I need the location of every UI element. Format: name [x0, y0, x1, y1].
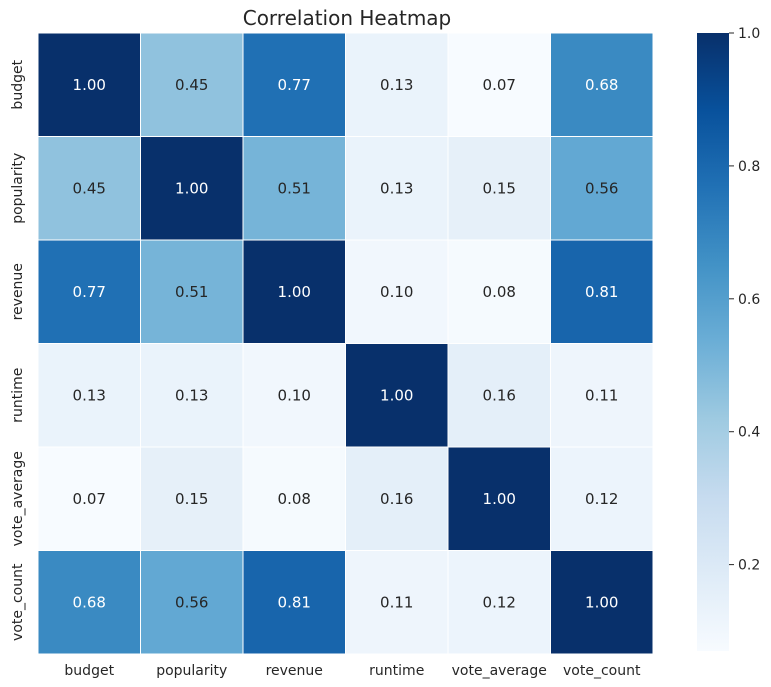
colorbar-tick-label: 0.4 — [738, 425, 760, 441]
cell-value-label: 1.00 — [175, 179, 208, 197]
heatmap-cell — [550, 32, 654, 137]
heatmap-cells — [37, 32, 654, 655]
x-axis-tick-labels: budget popularity revenue runtime vote_avera… — [64, 663, 641, 679]
heatmap-cell — [242, 446, 346, 551]
heatmap-cell — [447, 550, 551, 655]
cell-value-label: 0.07 — [73, 490, 106, 508]
heatmap-cell — [140, 136, 244, 241]
x-tick-label: budget — [64, 663, 114, 679]
chart-title: Correlation Heatmap — [243, 6, 452, 30]
heatmap-cell — [242, 32, 346, 137]
cell-value-label: 0.68 — [585, 76, 618, 94]
cell-value-label: 0.77 — [278, 76, 311, 94]
heatmap-cell — [550, 136, 654, 241]
heatmap-annotations: 1.00 0.45 0.77 0.13 0.07 0.68 0.45 1.00 0.51 0.13… — [73, 76, 619, 612]
cell-value-label: 0.77 — [73, 283, 106, 301]
cell-value-label: 0.56 — [585, 179, 618, 197]
heatmap-cell — [140, 239, 244, 344]
cell-value-label: 1.00 — [585, 593, 618, 611]
cell-value-label: 0.45 — [175, 76, 208, 94]
heatmap-cell — [37, 550, 141, 655]
heatmap-cell — [345, 343, 449, 448]
colorbar-tick-label: 0.6 — [738, 292, 760, 308]
heatmap-cell — [447, 239, 551, 344]
heatmap-cell — [345, 136, 449, 241]
x-tick-label: runtime — [369, 663, 424, 679]
heatmap-cell — [37, 32, 141, 137]
heatmap-cell — [345, 550, 449, 655]
cell-value-label: 0.08 — [483, 283, 516, 301]
heatmap-cell — [242, 343, 346, 448]
colorbar: 0.2 0.4 0.6 0.8 1.0 — [697, 26, 760, 651]
heatmap-cell — [37, 239, 141, 344]
heatmap-cell — [242, 239, 346, 344]
x-tick-label: revenue — [266, 663, 323, 679]
heatmap-cell — [37, 343, 141, 448]
heatmap-cell — [550, 550, 654, 655]
y-tick-label: runtime — [10, 368, 26, 423]
cell-value-label: 0.11 — [380, 593, 413, 611]
heatmap-cell — [345, 446, 449, 551]
cell-value-label: 1.00 — [278, 283, 311, 301]
cell-value-label: 0.16 — [380, 490, 413, 508]
heatmap-cell — [550, 239, 654, 344]
cell-value-label: 0.13 — [380, 179, 413, 197]
y-tick-label: vote_average — [10, 451, 26, 546]
heatmap-cell — [345, 239, 449, 344]
cell-value-label: 0.81 — [585, 283, 618, 301]
cell-value-label: 0.11 — [585, 386, 618, 404]
heatmap-cell — [550, 446, 654, 551]
colorbar-gradient — [697, 33, 729, 651]
cell-value-label: 0.12 — [483, 593, 516, 611]
cell-value-label: 0.13 — [175, 386, 208, 404]
x-tick-label: popularity — [156, 663, 227, 679]
heatmap-cell — [447, 32, 551, 137]
cell-value-label: 0.07 — [483, 76, 516, 94]
x-tick-label: vote_average — [452, 663, 547, 679]
cell-value-label: 0.45 — [73, 179, 106, 197]
heatmap-cell — [447, 343, 551, 448]
cell-value-label: 0.10 — [278, 386, 311, 404]
cell-value-label: 0.51 — [175, 283, 208, 301]
cell-value-label: 1.00 — [483, 490, 516, 508]
cell-value-label: 0.56 — [175, 593, 208, 611]
cell-value-label: 0.12 — [585, 490, 618, 508]
cell-value-label: 0.13 — [73, 386, 106, 404]
cell-value-label: 0.16 — [483, 386, 516, 404]
cell-value-label: 0.81 — [278, 593, 311, 611]
heatmap-cell — [140, 32, 244, 137]
heatmap-cell — [345, 32, 449, 137]
cell-value-label: 0.15 — [483, 179, 516, 197]
heatmap-cell — [447, 446, 551, 551]
x-tick-label: vote_count — [563, 663, 641, 679]
cell-value-label: 0.08 — [278, 490, 311, 508]
cell-value-label: 0.51 — [278, 179, 311, 197]
y-tick-label: popularity — [10, 153, 26, 224]
y-axis-tick-labels: budget popularity revenue runtime vote_avera… — [10, 59, 26, 641]
colorbar-tick-label: 1.0 — [738, 26, 760, 42]
heatmap-cell — [140, 343, 244, 448]
cell-value-label: 0.15 — [175, 490, 208, 508]
colorbar-ticks: 0.2 0.4 0.6 0.8 1.0 — [729, 26, 760, 574]
cell-value-label: 0.13 — [380, 76, 413, 94]
heatmap-cell — [550, 343, 654, 448]
colorbar-tick-label: 0.2 — [738, 558, 760, 574]
y-tick-label: vote_count — [10, 563, 26, 641]
colorbar-tick-label: 0.8 — [738, 159, 760, 175]
y-tick-label: budget — [10, 59, 26, 109]
cell-value-label: 0.10 — [380, 283, 413, 301]
heatmap-cell — [37, 446, 141, 551]
cell-value-label: 0.68 — [73, 593, 106, 611]
y-tick-label: revenue — [10, 263, 26, 320]
cell-value-label: 1.00 — [73, 76, 106, 94]
cell-value-label: 1.00 — [380, 386, 413, 404]
